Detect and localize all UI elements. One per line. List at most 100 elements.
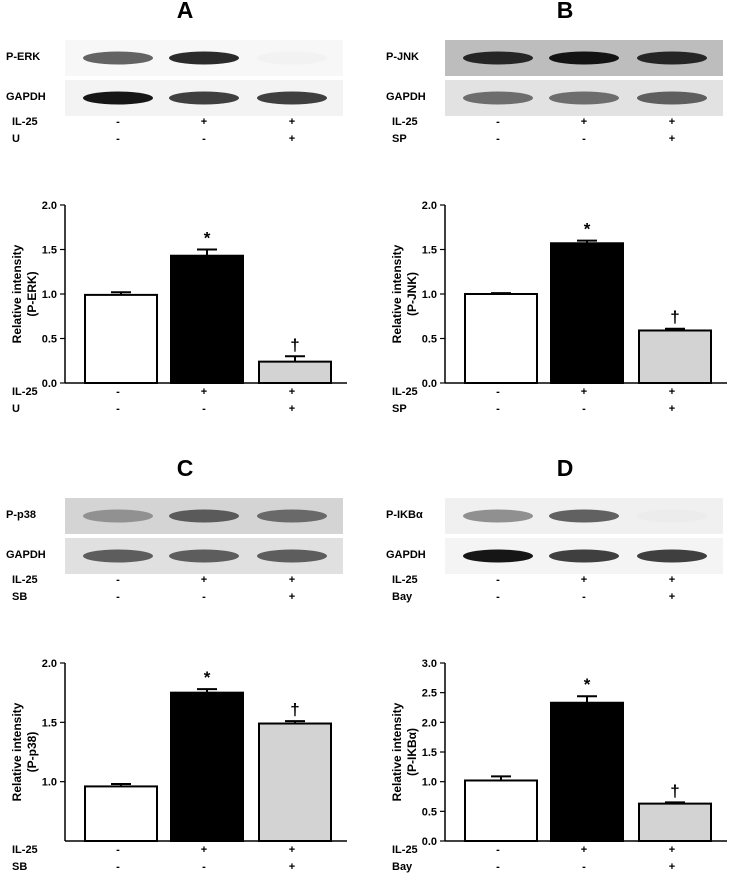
condition-sign: + bbox=[288, 574, 296, 586]
y-tick-label: 2.5 bbox=[422, 688, 437, 700]
blot-band bbox=[169, 509, 239, 523]
condition-sign: + bbox=[288, 844, 296, 856]
blot-label: P-IKBα bbox=[386, 509, 423, 521]
condition-sign: + bbox=[200, 386, 208, 398]
condition-sign: - bbox=[116, 861, 120, 873]
y-tick-label: 2.0 bbox=[42, 658, 57, 670]
condition-sign: - bbox=[496, 403, 500, 415]
condition-sign: - bbox=[496, 861, 500, 873]
blot-band bbox=[463, 91, 533, 105]
condition-sign: - bbox=[202, 861, 206, 873]
y-tick-label: 1.5 bbox=[42, 245, 57, 257]
blot-band bbox=[83, 509, 153, 523]
condition-sign: - bbox=[582, 861, 586, 873]
condition-sign: - bbox=[496, 591, 500, 603]
significance-marker: † bbox=[290, 700, 299, 719]
bar bbox=[638, 802, 712, 842]
blot-label: GAPDH bbox=[386, 91, 426, 103]
condition-sign: + bbox=[580, 386, 588, 398]
bar bbox=[464, 779, 538, 843]
panel-letter: D bbox=[556, 455, 574, 481]
y-tick-label: 1.0 bbox=[422, 777, 437, 789]
bar-chart: 0.0 0.5 1.0 1.5 2.0 Relative intensity (P-ERK)… bbox=[10, 200, 347, 390]
chart-condition-name: SP bbox=[392, 403, 407, 415]
condition-sign: - bbox=[496, 386, 500, 398]
y-axis-label-secondary: (P-ERK) bbox=[25, 271, 39, 316]
bar bbox=[84, 293, 158, 384]
blot-label: GAPDH bbox=[386, 549, 426, 561]
y-tick-label: 1.5 bbox=[42, 717, 57, 729]
blot-condition-name: U bbox=[12, 133, 20, 145]
bar bbox=[170, 691, 244, 842]
blot-label: P-ERK bbox=[6, 51, 41, 63]
y-tick-label: 1.0 bbox=[422, 289, 437, 301]
y-tick-label: 1.0 bbox=[42, 777, 57, 789]
y-tick-label: 1.0 bbox=[42, 289, 57, 301]
y-tick-label: 0.5 bbox=[42, 334, 57, 346]
y-tick-label: 0.5 bbox=[422, 334, 437, 346]
condition-sign: + bbox=[288, 861, 296, 873]
panel-b: B P-JNK GAPDH IL-25 - + + SP - - + IL-25 - + + SP - - +0.0… bbox=[380, 0, 729, 438]
condition-sign: + bbox=[580, 116, 588, 128]
blot-label: P-JNK bbox=[386, 51, 420, 63]
blot-band bbox=[637, 509, 707, 523]
condition-sign: - bbox=[496, 844, 500, 856]
condition-sign: + bbox=[668, 116, 676, 128]
condition-sign: - bbox=[116, 574, 120, 586]
condition-sign: - bbox=[116, 844, 120, 856]
blot-condition-name: IL-25 bbox=[392, 574, 418, 586]
blot-band bbox=[169, 91, 239, 105]
blot-band bbox=[257, 51, 327, 65]
bar bbox=[464, 293, 538, 384]
condition-sign: - bbox=[582, 591, 586, 603]
y-tick-label: 1.5 bbox=[422, 245, 437, 257]
blot-band bbox=[549, 549, 619, 563]
blot-band bbox=[549, 51, 619, 65]
bar bbox=[170, 254, 244, 384]
western-blot-strip bbox=[445, 498, 723, 534]
western-blot-strip bbox=[65, 40, 343, 76]
panel-letter: A bbox=[176, 0, 194, 23]
western-blot-strip bbox=[445, 538, 723, 574]
y-axis-label-secondary: (P-p38) bbox=[25, 732, 39, 773]
condition-sign: - bbox=[116, 591, 120, 603]
western-blot-strip bbox=[65, 538, 343, 574]
bar-chart: 0.0 0.5 1.0 1.5 2.0 Relative intensity (P-JNK)… bbox=[390, 200, 727, 390]
blot-label: GAPDH bbox=[6, 91, 46, 103]
condition-sign: + bbox=[200, 844, 208, 856]
blot-label: GAPDH bbox=[6, 549, 46, 561]
y-axis-label: Relative intensity bbox=[10, 702, 24, 801]
y-tick-label: 0.0 bbox=[422, 836, 437, 848]
condition-sign: - bbox=[496, 133, 500, 145]
bar bbox=[258, 360, 332, 384]
panel-c: C P-p38 GAPDH IL-25 - + + SB - - + IL-25 - + + SB - - +1.0… bbox=[0, 455, 360, 896]
significance-marker: † bbox=[670, 781, 679, 800]
blot-band bbox=[637, 51, 707, 65]
chart-condition-name: SB bbox=[12, 861, 28, 873]
condition-sign: + bbox=[288, 116, 296, 128]
y-axis-label: Relative intensity bbox=[390, 244, 404, 343]
blot-band bbox=[169, 51, 239, 65]
blot-band bbox=[257, 91, 327, 105]
condition-sign: + bbox=[668, 591, 676, 603]
blot-condition-name: SB bbox=[12, 591, 28, 603]
blot-band bbox=[463, 549, 533, 563]
chart-condition-name: Bay bbox=[392, 861, 413, 873]
panel-letter: C bbox=[176, 455, 194, 481]
blot-condition-name: IL-25 bbox=[392, 116, 418, 128]
condition-sign: - bbox=[116, 386, 120, 398]
condition-sign: + bbox=[288, 591, 296, 603]
condition-sign: + bbox=[288, 133, 296, 145]
y-tick-label: 2.0 bbox=[422, 200, 437, 212]
condition-sign: - bbox=[202, 133, 206, 145]
y-tick-label: 2.0 bbox=[422, 717, 437, 729]
condition-sign: + bbox=[668, 403, 676, 415]
condition-sign: - bbox=[202, 403, 206, 415]
condition-sign: + bbox=[668, 844, 676, 856]
blot-band bbox=[463, 509, 533, 523]
significance-marker: † bbox=[670, 308, 679, 327]
condition-sign: - bbox=[496, 116, 500, 128]
blot-band bbox=[83, 549, 153, 563]
y-axis-label-secondary: (P-IKBα) bbox=[405, 728, 419, 776]
y-tick-label: 1.5 bbox=[422, 747, 437, 759]
